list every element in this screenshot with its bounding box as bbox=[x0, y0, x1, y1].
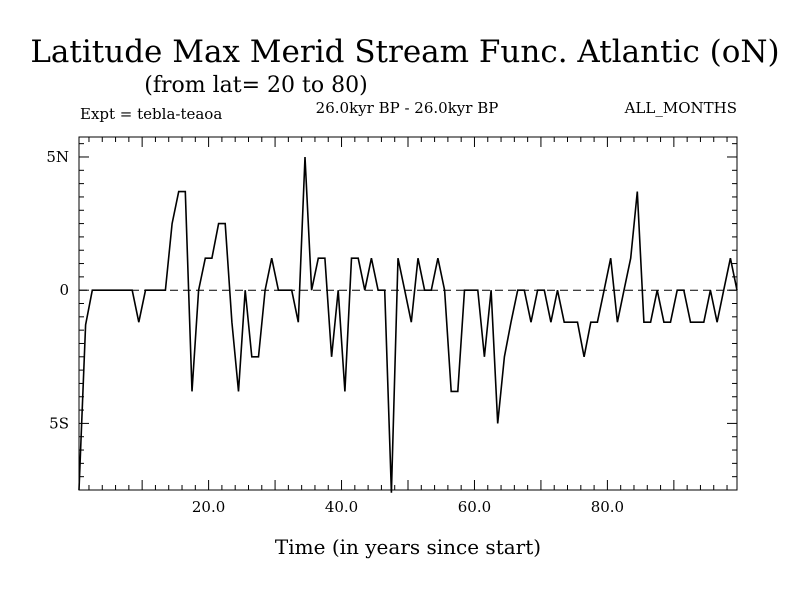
y-tick-label: 5N bbox=[46, 148, 69, 166]
y-tick-label: 5S bbox=[49, 414, 69, 432]
period-label: 26.0kyr BP - 26.0kyr BP bbox=[316, 99, 499, 117]
expt-label: Expt = tebla-teaoa bbox=[80, 105, 222, 123]
x-tick-label: 60.0 bbox=[458, 498, 491, 516]
y-axis-ticks: 5N 0 5S bbox=[46, 143, 737, 491]
plot-frame bbox=[78, 136, 738, 491]
y-tick-label: 0 bbox=[59, 281, 69, 299]
chart-subtitle: (from lat= 20 to 80) bbox=[144, 73, 367, 98]
x-axis-label: Time (in years since start) bbox=[275, 535, 541, 559]
x-axis-ticks: 20.0 40.0 60.0 80.0 bbox=[88, 137, 728, 516]
chart-title: Latitude Max Merid Stream Func. Atlantic… bbox=[30, 34, 779, 70]
series-line bbox=[78, 156, 738, 493]
x-tick-label: 80.0 bbox=[591, 498, 624, 516]
x-tick-label: 20.0 bbox=[192, 498, 225, 516]
x-tick-label: 40.0 bbox=[325, 498, 358, 516]
months-label: ALL_MONTHS bbox=[624, 99, 737, 117]
